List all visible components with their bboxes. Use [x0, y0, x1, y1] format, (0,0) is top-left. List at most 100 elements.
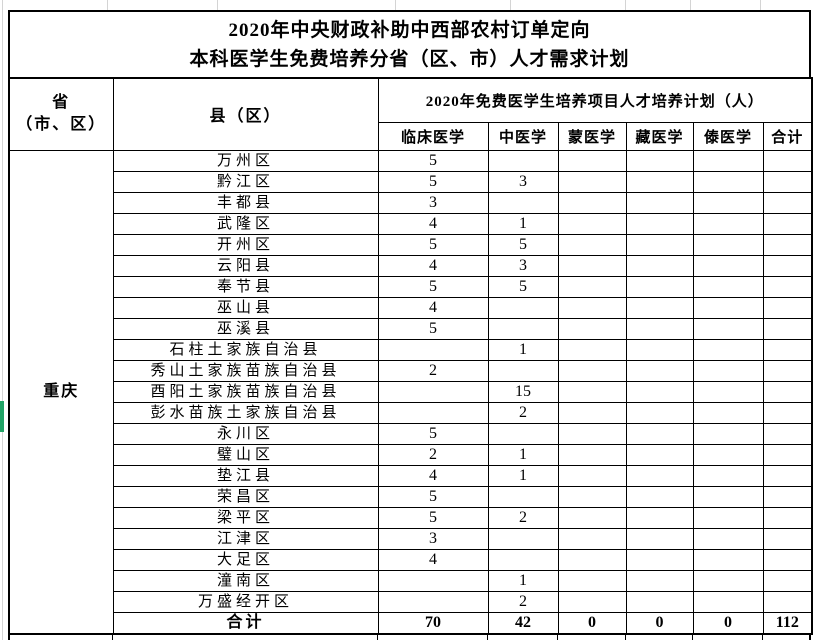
value-cell: [487, 527, 559, 550]
value-cell: [692, 527, 764, 550]
value-cell: [692, 170, 764, 193]
county-cell: 荣昌区: [112, 485, 379, 508]
value-cell: [762, 317, 813, 340]
value-cell: [625, 569, 694, 592]
value-cell: 3: [377, 191, 489, 214]
county-cell: 云阳县: [112, 254, 379, 277]
county-cell: 开州区: [112, 233, 379, 256]
table-row: 彭水苗族土家族自治县 2: [9, 401, 813, 424]
value-cell: [625, 254, 694, 277]
county-cell: 万州区: [112, 149, 379, 172]
value-cell: [487, 422, 559, 445]
col-header-mongolian-medicine: 蒙医学: [557, 121, 627, 151]
table-body: 重庆 万州区 5 黔江区 5 3 丰都县 3 武隆区 4 1 开州区 5 5 云阳县 4 3 奉节县 5 5 巫山县 4 巫…: [8, 149, 813, 634]
value-cell: [625, 401, 694, 424]
value-cell: [692, 401, 764, 424]
value-cell: [692, 422, 764, 445]
value-cell: [557, 380, 627, 403]
table-row: 永川区 5: [9, 422, 813, 445]
value-cell: 5: [377, 317, 489, 340]
value-cell: 5: [377, 422, 489, 445]
value-cell: [762, 422, 813, 445]
value-cell: [762, 401, 813, 424]
value-cell: [557, 338, 627, 361]
value-cell: [557, 296, 627, 319]
total-value-cell: 0: [625, 611, 694, 634]
county-cell: 潼南区: [112, 569, 379, 592]
county-cell: 武隆区: [112, 212, 379, 235]
value-cell: [557, 422, 627, 445]
value-cell: [557, 485, 627, 508]
header-row-sub: 临床医学 中医学 蒙医学 藏医学 傣医学 合计: [9, 121, 813, 151]
value-cell: [762, 569, 813, 592]
value-cell: [692, 191, 764, 214]
value-cell: [625, 548, 694, 571]
table-row: 奉节县 5 5: [9, 275, 813, 298]
county-cell: 黔江区: [112, 170, 379, 193]
value-cell: 1: [487, 443, 559, 466]
value-cell: [557, 590, 627, 613]
value-cell: [625, 317, 694, 340]
value-cell: 2: [487, 506, 559, 529]
total-value-cell: 112: [762, 611, 813, 634]
value-cell: [762, 443, 813, 466]
county-cell: 巫山县: [112, 296, 379, 319]
value-cell: [625, 464, 694, 487]
value-cell: 1: [487, 464, 559, 487]
row-selection-indicator: [0, 401, 4, 432]
value-cell: [762, 590, 813, 613]
value-cell: [557, 527, 627, 550]
total-value-cell: 0: [557, 611, 627, 634]
col-header-total: 合计: [762, 121, 813, 151]
value-cell: 5: [377, 233, 489, 256]
table-document: 2020年中央财政补助中西部农村订单定向 本科医学生免费培养分省（区、市）人才需…: [8, 10, 814, 640]
table-row: 万盛经开区 2: [9, 590, 813, 613]
sheet-gridline: [217, 0, 218, 10]
value-cell: [487, 149, 559, 172]
sheet-gridline: [760, 0, 761, 10]
value-cell: [557, 317, 627, 340]
county-cell: 垫江县: [112, 464, 379, 487]
value-cell: [762, 338, 813, 361]
value-cell: [692, 380, 764, 403]
value-cell: 5: [377, 485, 489, 508]
value-cell: [625, 485, 694, 508]
value-cell: [692, 548, 764, 571]
county-cell: 彭水苗族土家族自治县: [112, 401, 379, 424]
value-cell: [625, 233, 694, 256]
value-cell: [625, 359, 694, 382]
table-row: 梁平区 5 2: [9, 506, 813, 529]
value-cell: [377, 569, 489, 592]
table-row: 秀山土家族苗族自治县 2: [9, 359, 813, 382]
value-cell: [762, 149, 813, 172]
col-header-clinical-medicine: 临床医学: [377, 121, 489, 151]
value-cell: [557, 212, 627, 235]
county-cell: 巫溪县: [112, 317, 379, 340]
col-header-province-line2: （市、区）: [16, 116, 107, 134]
value-cell: [692, 590, 764, 613]
value-cell: [557, 359, 627, 382]
value-cell: 3: [487, 254, 559, 277]
value-cell: [557, 191, 627, 214]
value-cell: [692, 149, 764, 172]
value-cell: [377, 590, 489, 613]
county-cell: 酉阳土家族苗族自治县: [112, 380, 379, 403]
value-cell: [625, 422, 694, 445]
value-cell: 1: [487, 338, 559, 361]
sheet-gridline: [510, 0, 511, 10]
value-cell: [377, 401, 489, 424]
table-row: 巫山县 4: [9, 296, 813, 319]
table-row: 云阳县 4 3: [9, 254, 813, 277]
county-cell: 秀山土家族苗族自治县: [112, 359, 379, 382]
value-cell: [762, 464, 813, 487]
value-cell: 5: [377, 506, 489, 529]
value-cell: [762, 296, 813, 319]
value-cell: [692, 254, 764, 277]
value-cell: [557, 548, 627, 571]
value-cell: [487, 359, 559, 382]
value-cell: [557, 569, 627, 592]
value-cell: [692, 485, 764, 508]
total-value-cell: 70: [377, 611, 489, 634]
value-cell: 15: [487, 380, 559, 403]
value-cell: [625, 380, 694, 403]
